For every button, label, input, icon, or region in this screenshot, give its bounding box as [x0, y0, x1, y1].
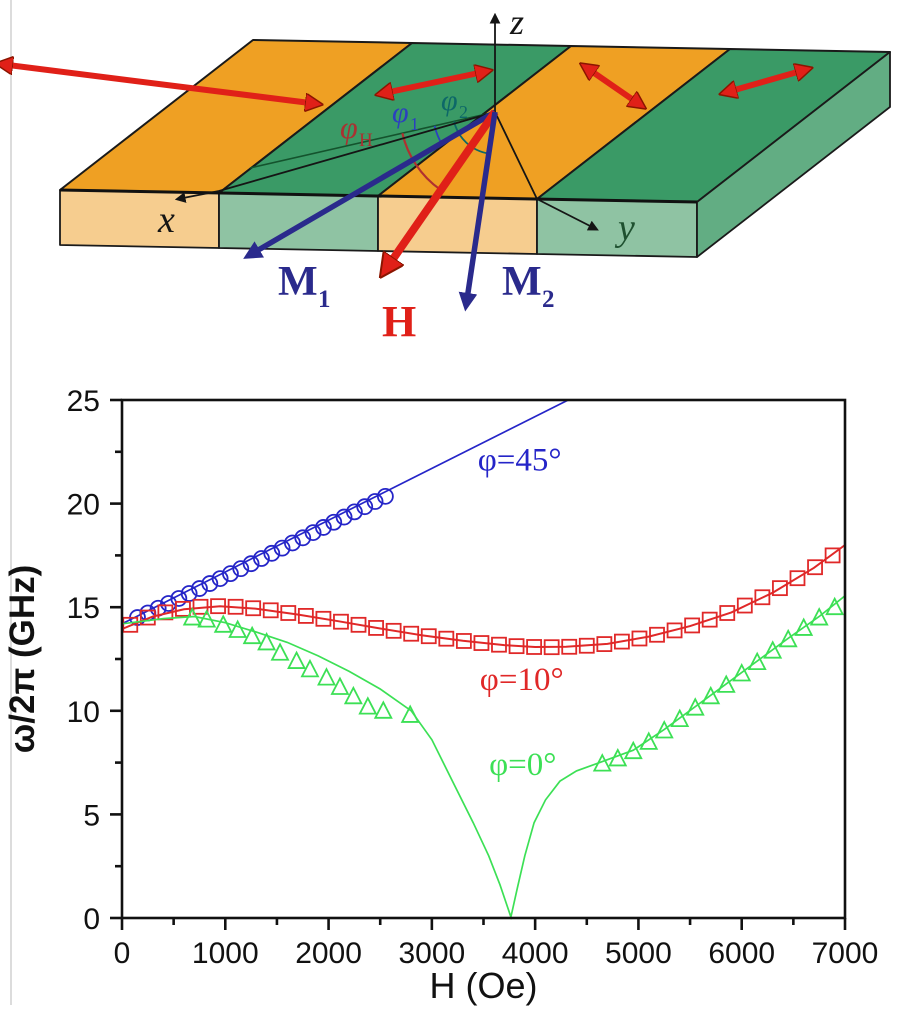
phi2-subscript: 2	[459, 102, 468, 122]
series-fit-line	[121, 595, 846, 921]
phi2-label: φ	[441, 84, 458, 117]
series-1	[121, 544, 846, 656]
x-tick-label: 1000	[192, 937, 259, 970]
y-tick-label: 25	[67, 385, 100, 418]
H-label: H	[382, 297, 416, 346]
series-fit-line	[121, 399, 569, 625]
chart-axes	[110, 398, 847, 930]
front-face-1	[59, 189, 220, 249]
series-2	[121, 595, 846, 921]
x-axis	[174, 111, 496, 203]
phiH-arc	[401, 132, 441, 191]
y-axis	[494, 111, 599, 231]
dispersion-chart: 0 1000 2000 3000 4000 5000 6000 7000 0 5 10 15 20 25 H…	[3, 385, 879, 1006]
x-axis-title: H (Oe)	[430, 965, 538, 1006]
easy-axis-arrow-stripe3	[584, 66, 642, 106]
series-annotation: φ=0°	[489, 747, 556, 783]
M2-subscript: 2	[542, 286, 555, 313]
easy-axis-arrow-stripe2	[380, 71, 488, 94]
x-tick-label: 5000	[605, 937, 672, 970]
slab-front-faces	[59, 51, 891, 258]
M1-vector	[243, 109, 497, 259]
y-axis-label: y	[614, 207, 635, 249]
x-tick-label: 6000	[708, 937, 775, 970]
phi2-arc	[453, 121, 489, 155]
diagram-labels: z x y φ H φ 1 φ 2 M 1 H M 2	[157, 2, 635, 346]
x-axis-label: x	[157, 199, 175, 241]
x-tick-label: 3000	[398, 937, 465, 970]
y-tick-label: 5	[83, 799, 100, 832]
phi1-label: φ	[392, 96, 409, 129]
easy-axis-arrow-stripe1	[0, 64, 318, 104]
x-tick-label: 2000	[295, 937, 362, 970]
easy-axis-arrow-stripe4	[724, 69, 808, 93]
front-top-edge	[59, 188, 698, 204]
x-tick-label: 7000	[812, 937, 879, 970]
x-tick-label: 4000	[502, 937, 569, 970]
tick-labels: 0 1000 2000 3000 4000 5000 6000 7000 0 5 10 15 20 25	[67, 385, 879, 970]
series-0	[121, 399, 569, 626]
front-face-2	[218, 192, 379, 252]
y-tick-label: 10	[67, 696, 100, 729]
M2-vector	[458, 111, 498, 312]
vectors	[243, 109, 499, 312]
series-annotation: φ=45°	[478, 442, 562, 478]
M1-label: M	[278, 259, 318, 305]
phiH-label: φ	[340, 109, 358, 145]
stripe-structure-diagram: z x y φ H φ 1 φ 2 M 1 H M 2	[0, 2, 891, 346]
z-axis-label: z	[509, 2, 524, 42]
y-tick-label: 20	[67, 489, 100, 522]
H-vector	[384, 109, 499, 272]
coordinate-axes	[174, 12, 599, 231]
series-markers	[129, 487, 394, 626]
series-markers	[122, 547, 841, 656]
x-tick-label: 0	[114, 937, 131, 970]
series-fit-line	[121, 544, 846, 649]
reference-axis-line	[249, 111, 496, 169]
figure-left-border	[10, 0, 12, 1005]
M2-label: M	[502, 259, 542, 305]
phiH-subscript: H	[359, 130, 373, 151]
phi1-subscript: 1	[410, 114, 419, 134]
series-markers	[182, 596, 845, 772]
y-tick-label: 15	[67, 592, 100, 625]
series-annotation: φ=10°	[480, 662, 564, 698]
y-axis-title: ω/2π (GHz)	[3, 565, 42, 754]
y-tick-label: 0	[83, 903, 100, 936]
easy-axis-arrows	[0, 64, 808, 106]
M1-subscript: 1	[318, 286, 331, 313]
front-face-4	[536, 198, 698, 258]
side-face-right	[696, 51, 891, 258]
